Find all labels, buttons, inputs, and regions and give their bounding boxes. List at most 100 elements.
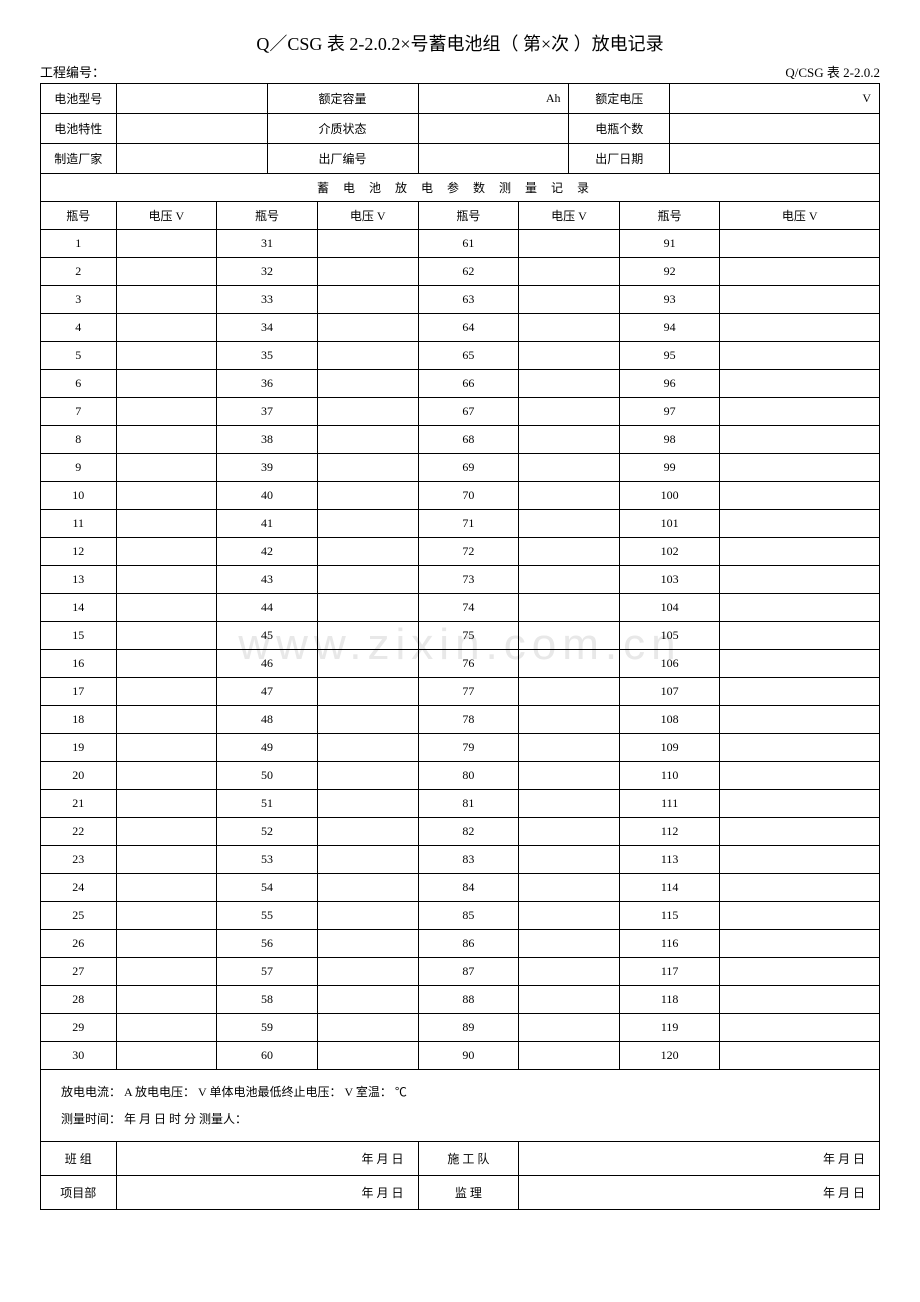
- voltage-cell[interactable]: [519, 510, 620, 538]
- voltage-cell[interactable]: [720, 482, 880, 510]
- voltage-cell[interactable]: [720, 958, 880, 986]
- voltage-cell[interactable]: [116, 678, 217, 706]
- voltage-cell[interactable]: [720, 930, 880, 958]
- voltage-cell[interactable]: [720, 566, 880, 594]
- voltage-cell[interactable]: [720, 734, 880, 762]
- voltage-cell[interactable]: [519, 790, 620, 818]
- voltage-cell[interactable]: [720, 874, 880, 902]
- voltage-cell[interactable]: [720, 762, 880, 790]
- voltage-cell[interactable]: [116, 706, 217, 734]
- voltage-cell[interactable]: [519, 230, 620, 258]
- voltage-cell[interactable]: [116, 902, 217, 930]
- voltage-cell[interactable]: [317, 1014, 418, 1042]
- voltage-cell[interactable]: [317, 286, 418, 314]
- voltage-cell[interactable]: [317, 258, 418, 286]
- voltage-cell[interactable]: [720, 538, 880, 566]
- voltage-cell[interactable]: [116, 286, 217, 314]
- voltage-cell[interactable]: [116, 594, 217, 622]
- voltage-cell[interactable]: [519, 706, 620, 734]
- voltage-cell[interactable]: [116, 342, 217, 370]
- voltage-cell[interactable]: [116, 370, 217, 398]
- voltage-cell[interactable]: [116, 510, 217, 538]
- rated-voltage-value[interactable]: V: [670, 84, 880, 114]
- voltage-cell[interactable]: [720, 286, 880, 314]
- voltage-cell[interactable]: [720, 370, 880, 398]
- voltage-cell[interactable]: [519, 930, 620, 958]
- voltage-cell[interactable]: [519, 286, 620, 314]
- team-date[interactable]: 年 月 日: [116, 1142, 418, 1176]
- battery-feature-value[interactable]: [116, 114, 267, 144]
- voltage-cell[interactable]: [317, 342, 418, 370]
- voltage-cell[interactable]: [519, 1014, 620, 1042]
- voltage-cell[interactable]: [317, 398, 418, 426]
- voltage-cell[interactable]: [116, 566, 217, 594]
- voltage-cell[interactable]: [720, 342, 880, 370]
- voltage-cell[interactable]: [720, 230, 880, 258]
- voltage-cell[interactable]: [317, 1042, 418, 1070]
- voltage-cell[interactable]: [116, 986, 217, 1014]
- voltage-cell[interactable]: [519, 258, 620, 286]
- voltage-cell[interactable]: [116, 958, 217, 986]
- voltage-cell[interactable]: [720, 818, 880, 846]
- voltage-cell[interactable]: [116, 818, 217, 846]
- voltage-cell[interactable]: [720, 258, 880, 286]
- voltage-cell[interactable]: [519, 342, 620, 370]
- voltage-cell[interactable]: [519, 902, 620, 930]
- voltage-cell[interactable]: [519, 482, 620, 510]
- voltage-cell[interactable]: [720, 510, 880, 538]
- voltage-cell[interactable]: [317, 706, 418, 734]
- voltage-cell[interactable]: [720, 426, 880, 454]
- battery-count-value[interactable]: [670, 114, 880, 144]
- voltage-cell[interactable]: [116, 762, 217, 790]
- voltage-cell[interactable]: [720, 314, 880, 342]
- voltage-cell[interactable]: [317, 818, 418, 846]
- voltage-cell[interactable]: [519, 678, 620, 706]
- voltage-cell[interactable]: [720, 1042, 880, 1070]
- construction-date[interactable]: 年 月 日: [519, 1142, 880, 1176]
- voltage-cell[interactable]: [317, 314, 418, 342]
- voltage-cell[interactable]: [317, 538, 418, 566]
- voltage-cell[interactable]: [317, 454, 418, 482]
- voltage-cell[interactable]: [519, 398, 620, 426]
- voltage-cell[interactable]: [519, 818, 620, 846]
- voltage-cell[interactable]: [317, 930, 418, 958]
- voltage-cell[interactable]: [519, 538, 620, 566]
- factory-number-value[interactable]: [418, 144, 569, 174]
- voltage-cell[interactable]: [317, 790, 418, 818]
- factory-date-value[interactable]: [670, 144, 880, 174]
- voltage-cell[interactable]: [116, 258, 217, 286]
- voltage-cell[interactable]: [317, 678, 418, 706]
- voltage-cell[interactable]: [519, 566, 620, 594]
- rated-capacity-value[interactable]: Ah: [418, 84, 569, 114]
- voltage-cell[interactable]: [720, 454, 880, 482]
- voltage-cell[interactable]: [519, 734, 620, 762]
- voltage-cell[interactable]: [720, 790, 880, 818]
- voltage-cell[interactable]: [317, 566, 418, 594]
- voltage-cell[interactable]: [317, 426, 418, 454]
- voltage-cell[interactable]: [720, 986, 880, 1014]
- medium-state-value[interactable]: [418, 114, 569, 144]
- voltage-cell[interactable]: [317, 622, 418, 650]
- voltage-cell[interactable]: [720, 902, 880, 930]
- voltage-cell[interactable]: [116, 426, 217, 454]
- voltage-cell[interactable]: [116, 538, 217, 566]
- voltage-cell[interactable]: [519, 762, 620, 790]
- voltage-cell[interactable]: [519, 1042, 620, 1070]
- voltage-cell[interactable]: [317, 874, 418, 902]
- voltage-cell[interactable]: [116, 482, 217, 510]
- voltage-cell[interactable]: [317, 986, 418, 1014]
- voltage-cell[interactable]: [116, 930, 217, 958]
- voltage-cell[interactable]: [116, 454, 217, 482]
- voltage-cell[interactable]: [317, 902, 418, 930]
- voltage-cell[interactable]: [116, 398, 217, 426]
- voltage-cell[interactable]: [116, 622, 217, 650]
- supervisor-date[interactable]: 年 月 日: [519, 1176, 880, 1210]
- voltage-cell[interactable]: [317, 230, 418, 258]
- voltage-cell[interactable]: [519, 958, 620, 986]
- voltage-cell[interactable]: [519, 846, 620, 874]
- voltage-cell[interactable]: [720, 398, 880, 426]
- voltage-cell[interactable]: [116, 1042, 217, 1070]
- voltage-cell[interactable]: [317, 846, 418, 874]
- voltage-cell[interactable]: [317, 594, 418, 622]
- voltage-cell[interactable]: [317, 510, 418, 538]
